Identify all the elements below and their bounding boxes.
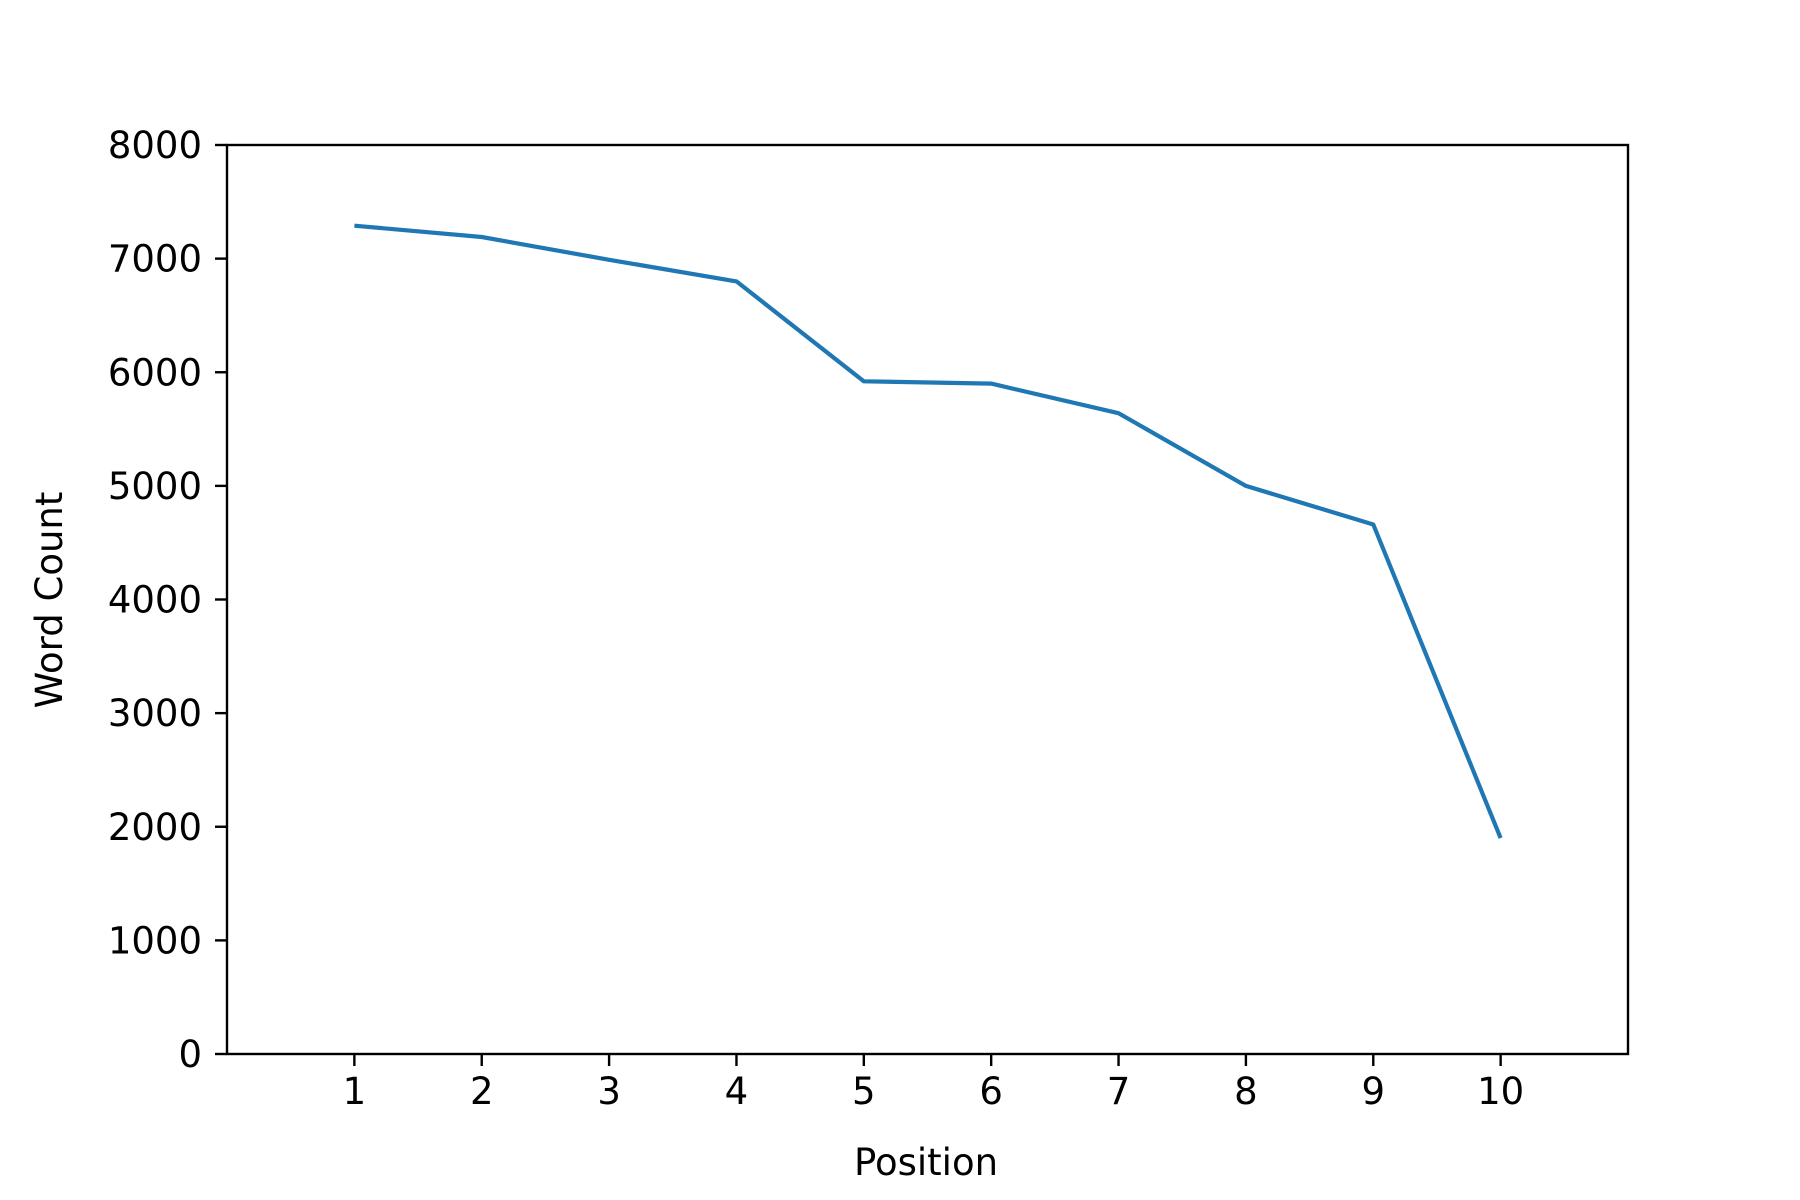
y-axis-label: Word Count [28,492,71,709]
x-tick-label-4: 4 [725,1070,749,1113]
y-tick-label-7000: 7000 [108,238,202,281]
series-line-0 [354,223,1503,839]
plot-area [354,223,1503,839]
y-tick-label-8000: 8000 [108,124,202,167]
x-tick-label-7: 7 [1107,1070,1131,1113]
y-tick-label-2000: 2000 [108,806,202,849]
y-tick-label-5000: 5000 [108,465,202,508]
y-tick-label-0: 0 [178,1033,202,1076]
y-tick-label-6000: 6000 [108,351,202,394]
y-tick-label-1000: 1000 [108,919,202,962]
y-tick-label-4000: 4000 [108,579,202,622]
x-tick-label-6: 6 [979,1070,1003,1113]
x-tick-label-8: 8 [1234,1070,1258,1113]
x-tick-label-3: 3 [597,1070,621,1113]
x-tick-label-2: 2 [470,1070,494,1113]
x-tick-label-5: 5 [852,1070,876,1113]
axes: 1 2 3 4 5 6 7 8 9 10 0 1000 2000 3000 4000 5000 6000 7000… [108,124,1630,1113]
x-axis-label: Position [854,1141,998,1184]
y-tick-label-3000: 3000 [108,692,202,735]
x-tick-label-1: 1 [343,1070,367,1113]
x-tick-label-10: 10 [1477,1070,1524,1113]
x-tick-label-9: 9 [1361,1070,1385,1113]
